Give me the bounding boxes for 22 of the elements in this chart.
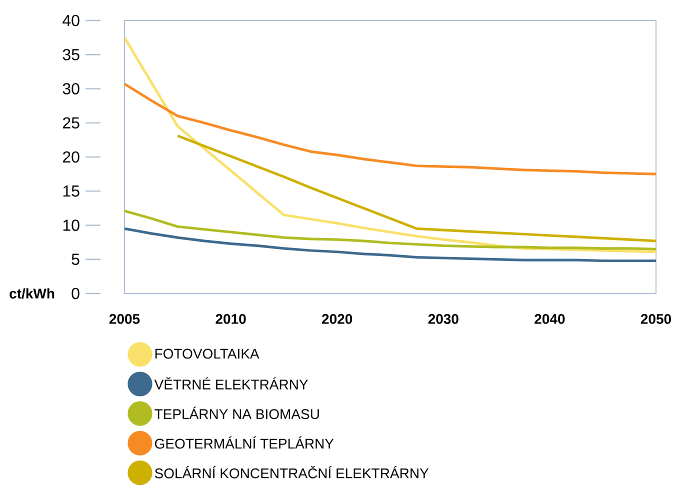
x-tick-label: 2005 xyxy=(109,314,140,324)
legend-label: FOTOVOLTAIKA xyxy=(155,348,260,359)
x-tick-label: 2050 xyxy=(640,314,672,324)
y-tick-label: 40 xyxy=(62,14,80,26)
y-tick-label: 15 xyxy=(63,186,80,197)
legend-label: VĚTRNÉ ELEKTRÁRNY xyxy=(154,377,308,390)
x-tick-label: 2030 xyxy=(428,314,458,324)
y-tick-label: 25 xyxy=(62,117,80,129)
legend-label: GEOTERMÁLNÍ TEPLÁRNY xyxy=(154,436,334,449)
x-tick-label: 2040 xyxy=(534,314,565,324)
legend-label: TEPLÁRNY NA BIOMASU xyxy=(154,406,319,420)
y-tick-label: 35 xyxy=(62,48,80,60)
y-axis-title: ct/kWh xyxy=(10,288,54,299)
y-tick-label: 0 xyxy=(72,288,80,300)
x-tick-label: 2010 xyxy=(216,314,246,324)
line-series xyxy=(124,82,656,176)
y-tick-label: 20 xyxy=(62,151,80,163)
y-tick-label: 30 xyxy=(62,83,80,94)
y-tick-label: 5 xyxy=(72,254,80,265)
x-tick-label: 2020 xyxy=(322,314,352,324)
legend-label: SOLÁRNÍ KONCENTRAČNÍ ELEKTRÁRNY xyxy=(154,466,429,478)
y-tick-label: 10 xyxy=(63,220,80,231)
